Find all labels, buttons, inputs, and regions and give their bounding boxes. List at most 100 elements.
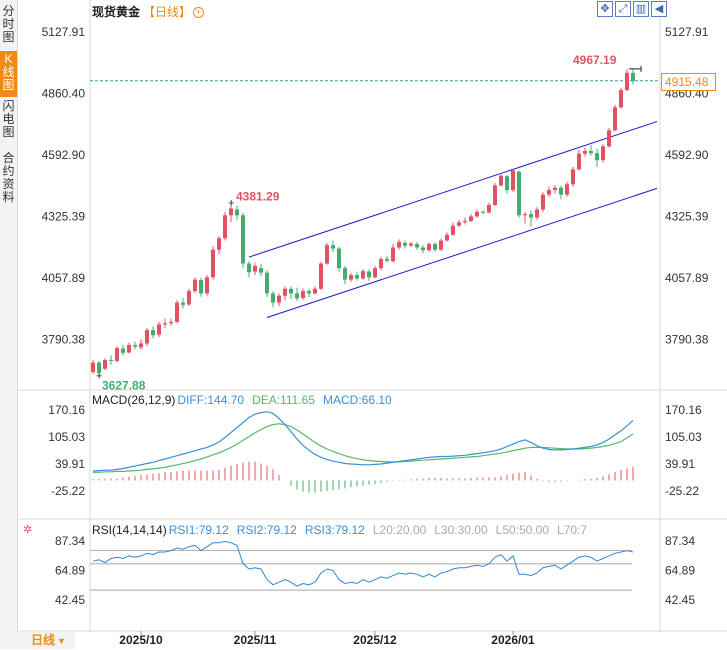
candle-body: [325, 245, 329, 264]
candle-body: [481, 211, 485, 213]
candle-body: [271, 293, 275, 303]
candle-body: [595, 153, 599, 161]
candle-body: [169, 321, 173, 324]
candle-body: [229, 208, 233, 216]
tab-flash[interactable]: 闪电图: [0, 100, 17, 142]
candle-body: [379, 258, 383, 269]
chart-header: 现货黄金 【日线】 +: [92, 3, 205, 19]
time-axis-label: 2025/12: [353, 633, 397, 647]
candle-body: [517, 171, 521, 216]
macd-title: MACD(26,12,9): [92, 393, 176, 407]
candle-body: [337, 248, 341, 269]
bar-chart-icon[interactable]: ▥: [633, 1, 649, 17]
time-axis-label: 2026/01: [491, 633, 535, 647]
settings-icon[interactable]: ✲: [23, 524, 33, 536]
crosshair-icon[interactable]: ✥: [597, 1, 613, 17]
candle-body: [289, 288, 293, 294]
candle-body: [127, 345, 131, 353]
macd-axis-left-label: 105.03: [48, 430, 85, 444]
macd-axis-right-label: 39.91: [665, 457, 695, 471]
candle-body: [529, 214, 533, 218]
candle-body: [115, 348, 119, 361]
dea-line: [93, 423, 634, 473]
candle-body: [523, 214, 527, 216]
rsi1-legend: RSI1:79.12: [168, 523, 229, 537]
macd-dea-legend: DEA:111.65: [252, 393, 316, 407]
side-nav: 分时图 K线图 闪电图 合约资料: [0, 0, 18, 649]
candle-body: [103, 360, 107, 369]
candle-body: [319, 263, 323, 289]
candle-body: [91, 362, 95, 372]
price-axis-right-label: 4057.89: [665, 271, 709, 285]
rsi-title: RSI(14,14,14): [92, 523, 167, 537]
candle-body: [367, 271, 371, 278]
tab-contract-info[interactable]: 合约资料: [0, 152, 17, 208]
candle-body: [181, 302, 185, 305]
candle-body: [427, 244, 431, 251]
candle-body: [307, 291, 311, 294]
tab-kline[interactable]: K线图: [0, 51, 17, 97]
candle-body: [397, 241, 401, 248]
candle-body: [121, 348, 125, 353]
candle-body: [211, 249, 215, 278]
rsi-axis-left-label: 42.45: [55, 593, 85, 607]
candle-body: [451, 225, 455, 235]
candle-body: [133, 345, 137, 347]
candle-body: [253, 265, 257, 272]
rsi2-legend: RSI2:79.12: [236, 523, 297, 537]
price-axis-right-label: 4325.39: [665, 209, 709, 223]
low-price-label: 3627.88: [102, 379, 146, 393]
candle-body: [283, 288, 287, 296]
expand-icon[interactable]: ⤢: [615, 1, 631, 17]
candle-body: [607, 130, 611, 147]
candle-body: [469, 216, 473, 222]
candle-body: [109, 359, 113, 361]
candle-body: [391, 247, 395, 262]
rsi3-legend: RSI3:79.12: [304, 523, 365, 537]
candle-body: [433, 244, 437, 250]
candle-body: [439, 240, 443, 250]
price-axis-left-label: 4325.39: [42, 209, 86, 223]
tab-contract-info-label: 合约资料: [2, 151, 15, 204]
candle-body: [205, 277, 209, 294]
candle-body: [493, 185, 497, 205]
candle-body: [277, 295, 281, 303]
candle-body: [625, 72, 629, 91]
candle-body: [457, 222, 461, 226]
back-icon[interactable]: ◀: [651, 1, 667, 17]
trend-channel-line: [248, 121, 658, 258]
candle-body: [487, 204, 491, 213]
price-axis-left-label: 4057.89: [42, 271, 86, 285]
period-dropdown[interactable]: 日线 ▼: [17, 632, 75, 649]
prev-high-marker: +: [228, 198, 234, 210]
candle-body: [559, 187, 563, 195]
candle-body: [505, 176, 509, 191]
macd-value-legend: MACD:66.10: [323, 393, 392, 407]
candle-body: [355, 275, 359, 279]
candle-body: [565, 184, 569, 195]
rsi-axis-left-label: 87.34: [55, 534, 85, 548]
macd-axis-left-label: -25.22: [51, 484, 85, 498]
candle-body: [97, 362, 101, 373]
price-axis-right-label: 3790.38: [665, 332, 709, 346]
macd-diff-legend: DIFF:144.70: [177, 393, 245, 407]
candle-body: [547, 190, 551, 195]
l30-legend: L30:30.00: [434, 523, 488, 537]
rsi-axis-left-label: 64.89: [55, 564, 85, 578]
candle-body: [577, 153, 581, 170]
candle-body: [553, 187, 557, 191]
candle-body: [259, 268, 263, 273]
candle-body: [217, 238, 221, 250]
l20-legend: L20:20.00: [372, 523, 427, 537]
chevron-down-icon: ▼: [57, 636, 66, 646]
candle-body: [589, 150, 593, 154]
tab-time-share[interactable]: 分时图: [0, 5, 17, 47]
candle-body: [145, 330, 149, 344]
add-symbol-icon[interactable]: +: [193, 7, 205, 19]
candle-body: [385, 258, 389, 261]
candle-body: [541, 194, 545, 210]
rsi-axis-right-label: 42.45: [665, 593, 695, 607]
period-label: 【日线】: [143, 5, 192, 19]
rsi-axis-right-label: 87.34: [665, 534, 695, 548]
